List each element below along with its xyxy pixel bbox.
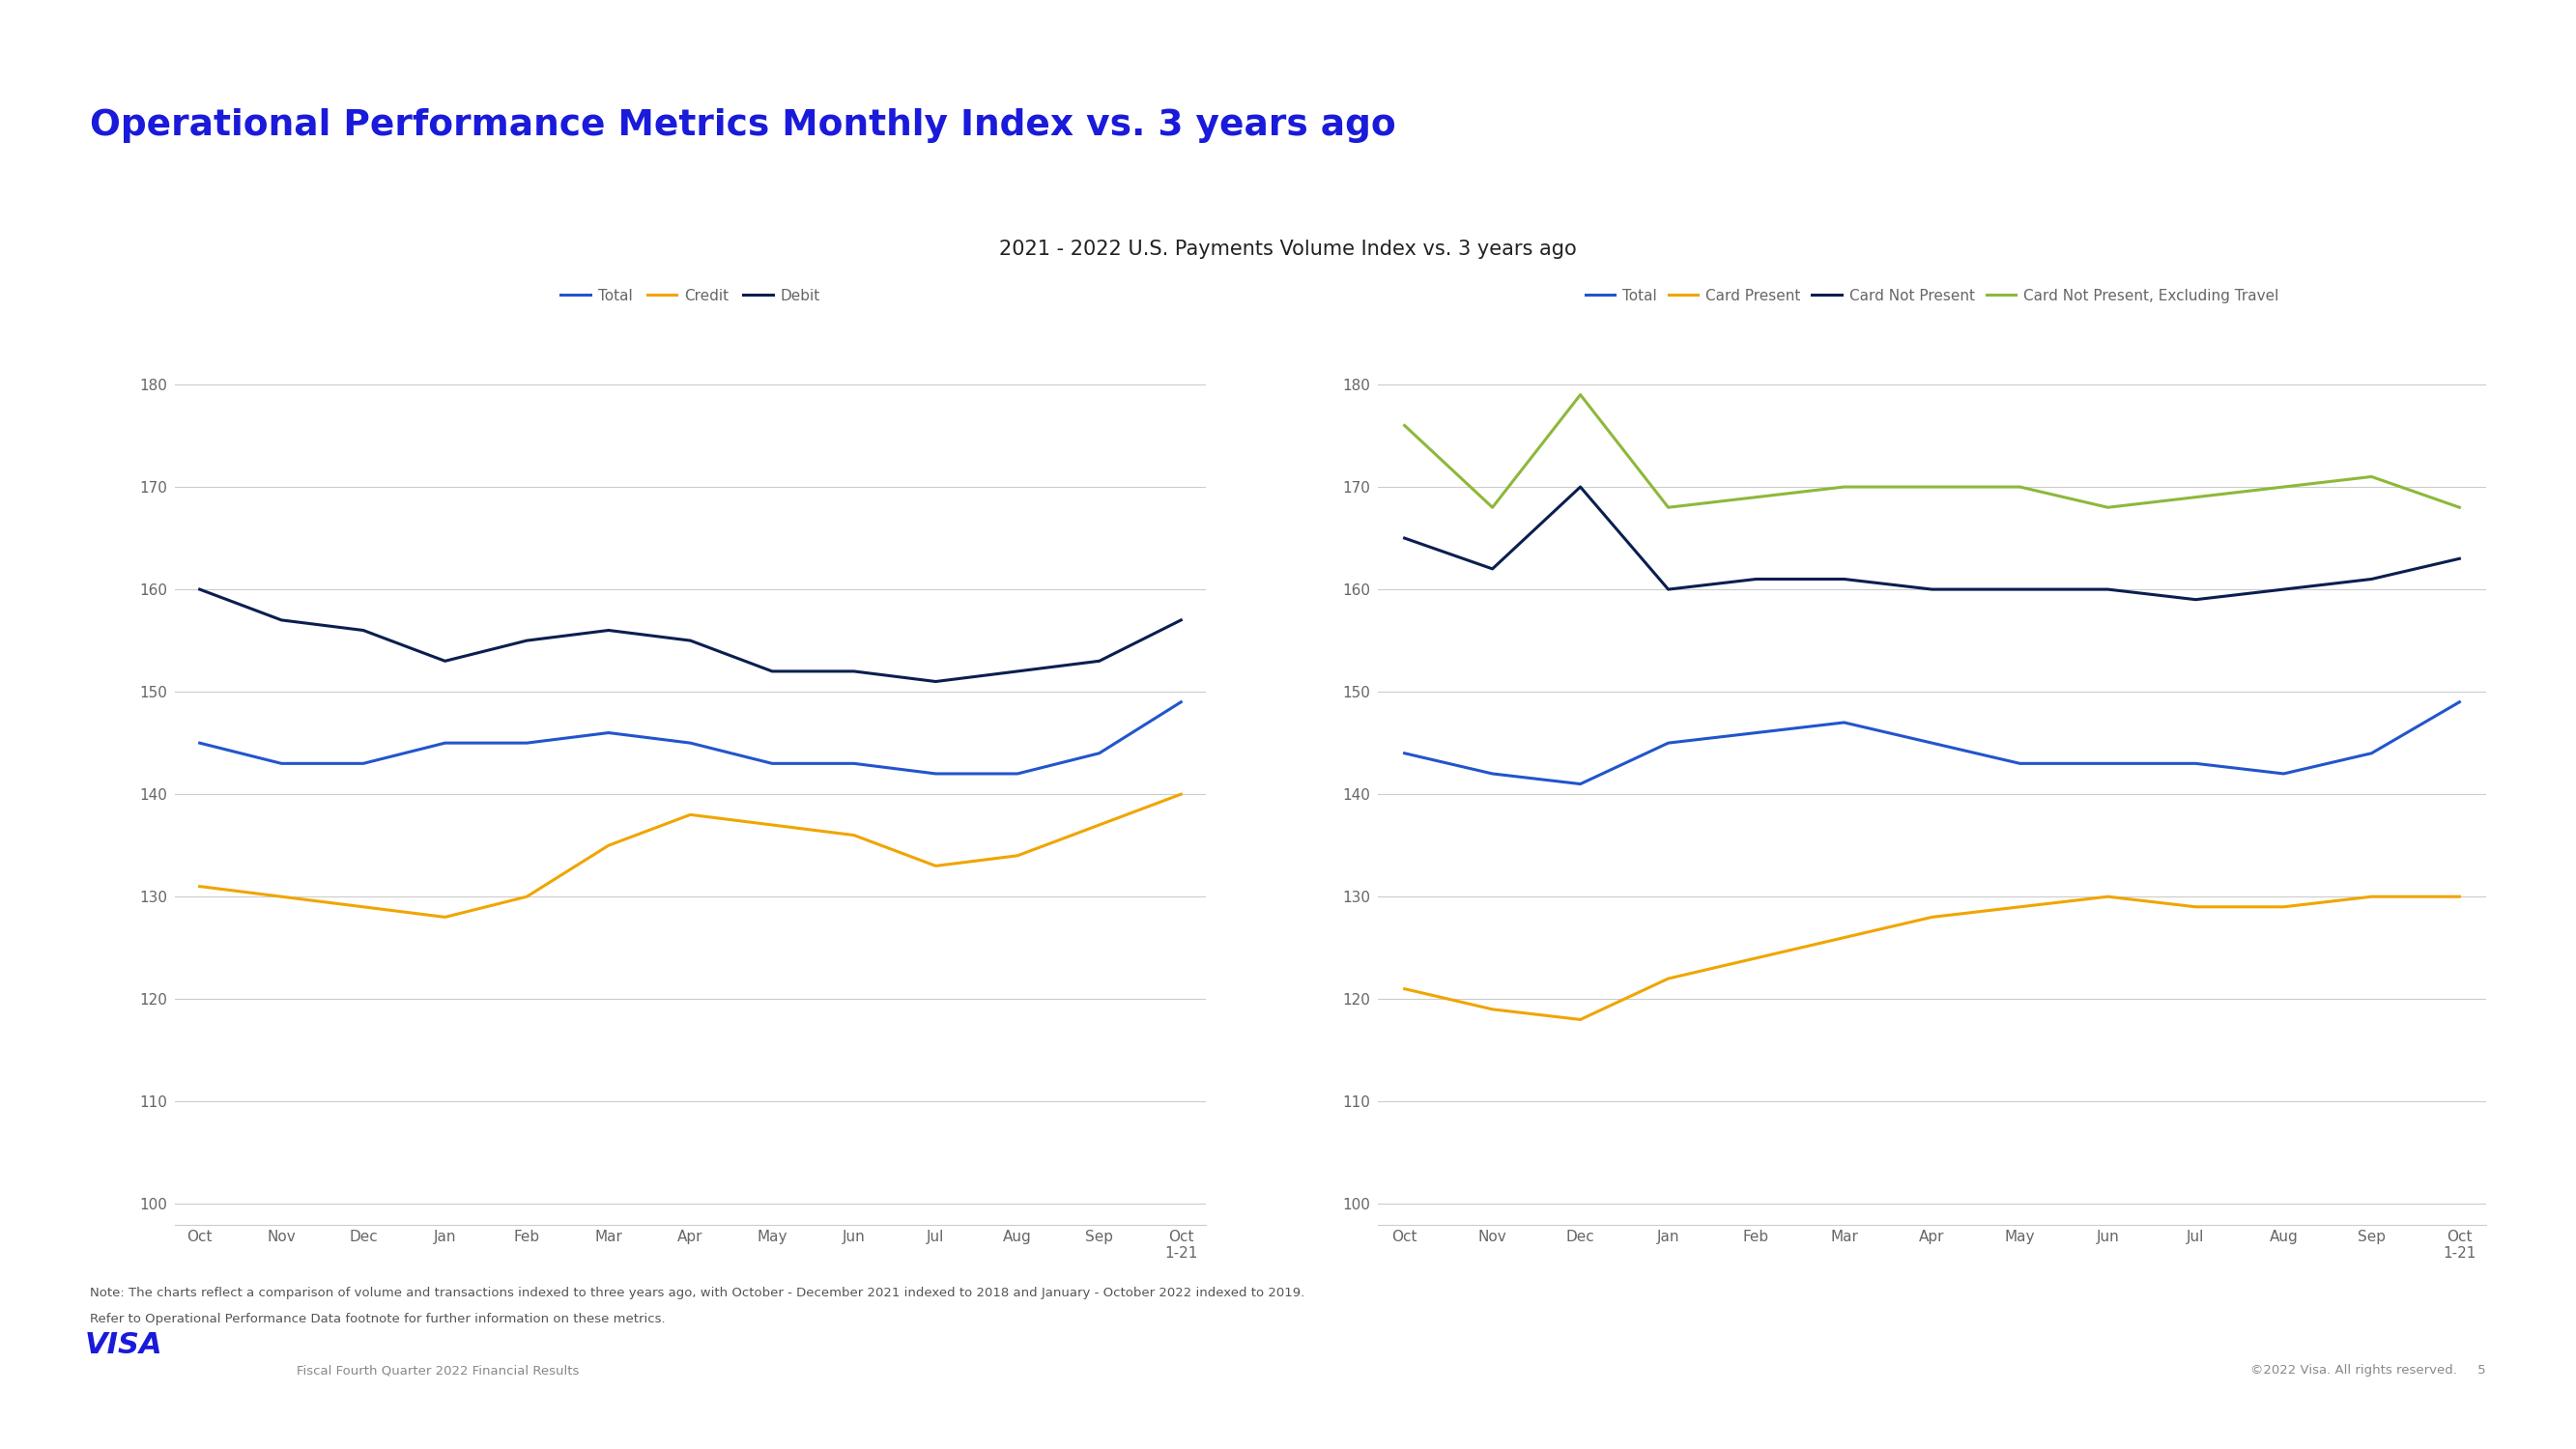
Text: ©2022 Visa. All rights reserved.     5: ©2022 Visa. All rights reserved. 5 bbox=[2251, 1364, 2486, 1377]
Text: Operational Performance Metrics Monthly Index vs. 3 years ago: Operational Performance Metrics Monthly … bbox=[90, 109, 1396, 143]
Text: Fiscal Fourth Quarter 2022 Financial Results: Fiscal Fourth Quarter 2022 Financial Res… bbox=[296, 1364, 580, 1377]
Text: Note: The charts reflect a comparison of volume and transactions indexed to thre: Note: The charts reflect a comparison of… bbox=[90, 1287, 1306, 1300]
Text: Refer to Operational Performance Data footnote for further information on these : Refer to Operational Performance Data fo… bbox=[90, 1313, 665, 1326]
Text: VISA: VISA bbox=[85, 1332, 162, 1359]
Legend: Total, Credit, Debit: Total, Credit, Debit bbox=[554, 283, 827, 309]
Legend: Total, Card Present, Card Not Present, Card Not Present, Excluding Travel: Total, Card Present, Card Not Present, C… bbox=[1579, 283, 2285, 309]
Text: 2021 - 2022 U.S. Payments Volume Index vs. 3 years ago: 2021 - 2022 U.S. Payments Volume Index v… bbox=[999, 239, 1577, 258]
